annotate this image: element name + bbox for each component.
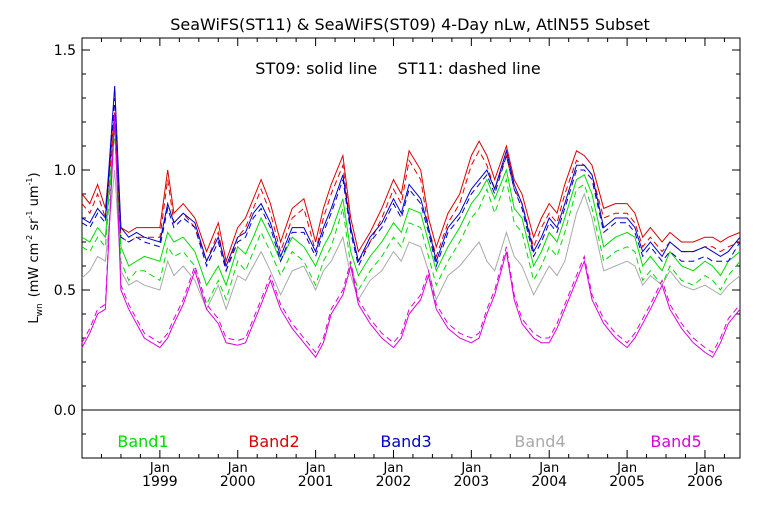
x-tick-month-label: Jan [227,461,248,476]
y-label-exp-1: -2 [25,235,34,243]
x-tick-month-label: Jan [382,461,403,476]
x-tick-month-label: Jan [149,461,170,476]
series-group [81,85,741,359]
y-axis: 0.0 0.5 1.0 1.5 [54,43,740,435]
x-tick-month-label: Jan [538,461,559,476]
y-label-subscript: wn [35,303,45,316]
series-line-band2-solid [81,112,741,264]
series-line-band4-solid [81,169,741,311]
plot-frame [81,37,741,459]
x-tick-year-label: 2003 [454,474,490,490]
line-style-annotation: ST09: solid line ST11: dashed line [255,59,540,78]
y-tick-label: 1.5 [54,43,76,59]
y-label-units-open: (mW cm [27,243,42,298]
y-label-um: um [27,185,42,210]
y-tick-label: 0.5 [54,283,76,299]
legend-label-band2: Band2 [248,432,299,451]
x-tick-year-label: 1999 [142,474,178,490]
x-tick-year-label: 2000 [220,474,256,490]
legend: Band1 Band2 Band3 Band4 Band5 [117,432,701,451]
x-tick-month-label: Jan [305,461,326,476]
x-tick-year-label: 2006 [687,474,723,490]
y-label-units-close: ) [27,172,42,177]
y-tick-label: 1.0 [54,163,76,179]
series-line-band3-solid [81,85,741,268]
series-line-band3-dashed [81,97,741,273]
legend-label-band3: Band3 [380,432,431,451]
x-axis: Jan1999Jan2000Jan2001Jan2002Jan2003Jan20… [100,38,725,490]
y-label-sr: sr [27,218,42,235]
y-axis-label: Lwn(mW cm-2 sr-1 um-1) [25,172,45,323]
y-label-exp-2: -1 [25,211,34,219]
y-label-symbol: L [27,316,42,324]
series-line-band5-dashed [81,112,741,354]
x-tick-month-label: Jan [616,461,637,476]
x-tick-month-label: Jan [694,461,715,476]
chart-title: SeaWiFS(ST11) & SeaWiFS(ST09) 4-Day nLw,… [170,15,650,34]
x-tick-year-label: 2005 [609,474,645,490]
series-line-band5-solid [81,117,741,359]
legend-label-band1: Band1 [117,432,168,451]
y-label-exp-3: -1 [25,177,34,185]
series-line-band1-dashed [81,131,741,306]
x-tick-year-label: 2004 [531,474,567,490]
series-line-band1-solid [81,121,741,287]
legend-label-band4: Band4 [514,432,565,451]
y-tick-label: 0.0 [54,403,76,419]
legend-label-band5: Band5 [650,432,701,451]
x-tick-month-label: Jan [460,461,481,476]
x-tick-year-label: 2002 [376,474,412,490]
x-tick-year-label: 2001 [298,474,334,490]
